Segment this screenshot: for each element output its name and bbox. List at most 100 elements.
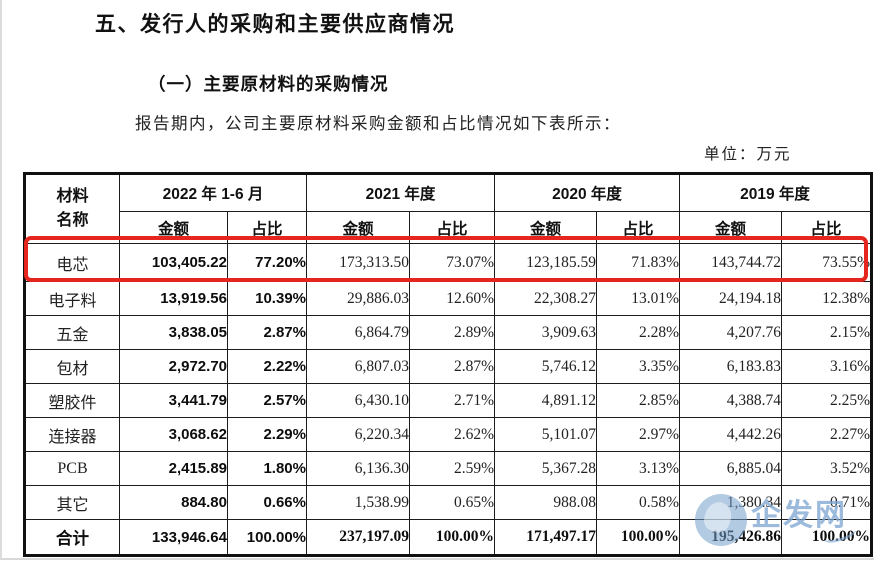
amount-cell: 2,415.89 (119, 451, 228, 486)
amount-cell: 173,313.50 (306, 243, 410, 282)
ratio-cell: 12.38% (781, 281, 873, 316)
table-row: 电芯 103,405.22 77.20% 173,313.50 73.07% 123,18… (24, 243, 873, 282)
period-header-2022: 2022 年 1-6 月 (119, 173, 307, 212)
amount-cell: 5,367.28 (494, 451, 598, 486)
table-row: 其它 884.80 0.66% 1,538.99 0.65% 988.08 0.58% 1,3… (24, 485, 873, 520)
amount-cell: 123,185.59 (494, 243, 598, 282)
table-row: 五金 3,838.05 2.87% 6,864.79 2.89% 3,909.63 2.28… (24, 315, 873, 350)
ratio-subheader: 占比 (227, 211, 307, 244)
ratio-subheader: 占比 (781, 211, 873, 244)
unit-label: 单位：万元 (704, 146, 792, 163)
ratio-cell: 2.27% (781, 417, 873, 452)
amount-cell: 237,197.09 (306, 519, 410, 556)
ratio-cell: 2.57% (227, 383, 307, 418)
period-header-2021: 2021 年度 (305, 173, 496, 212)
table-row: 包材 2,972.70 2.22% 6,807.03 2.87% 5,746.12 3.35… (24, 349, 873, 384)
table-row: 连接器 3,068.62 2.29% 6,220.34 2.62% 5,101.07 2.9… (24, 417, 873, 452)
material-name-cell: 电子料 (24, 281, 120, 316)
amount-subheader: 金额 (494, 211, 598, 244)
table-row: 电子料 13,919.56 10.39% 29,886.03 12.60% 22,308.… (24, 281, 873, 316)
material-name-cell: 连接器 (24, 417, 120, 452)
ratio-cell: 12.60% (408, 281, 496, 316)
intro-text: 报告期内，公司主要原材料采购金额和占比情况如下表所示： (135, 114, 621, 133)
ratio-cell: 10.39% (227, 281, 307, 316)
ratio-cell: 2.87% (227, 315, 307, 350)
table-row: PCB 2,415.89 1.80% 6,136.30 2.59% 5,367.28 3.1… (24, 451, 873, 486)
ratio-cell: 2.87% (408, 349, 496, 384)
ratio-cell: 73.07% (408, 243, 496, 282)
ratio-cell: 2.71% (408, 383, 496, 418)
amount-cell: 1,380.34 (679, 485, 783, 520)
amount-subheader: 金额 (679, 211, 783, 244)
ratio-cell: 13.01% (596, 281, 681, 316)
amount-cell: 5,101.07 (494, 417, 598, 452)
material-name-cell: 塑胶件 (24, 383, 120, 418)
amount-cell: 4,207.76 (679, 315, 783, 350)
amount-cell: 3,441.79 (119, 383, 228, 418)
table-header-periods: 材料 名称 2022 年 1-6 月 2021 年度 2020 年度 2019 … (24, 173, 873, 244)
ratio-cell: 3.35% (596, 349, 681, 384)
amount-cell: 143,744.72 (679, 243, 783, 282)
amount-subheader: 金额 (306, 211, 410, 244)
ratio-cell: 71.83% (596, 243, 681, 282)
ratio-cell: 1.80% (227, 451, 307, 486)
material-name-cell: 电芯 (24, 243, 120, 282)
amount-cell: 6,183.83 (679, 349, 783, 384)
amount-cell: 4,442.26 (679, 417, 783, 452)
ratio-cell: 100.00% (596, 519, 681, 556)
table-header-subcolumns: 金额 占比 金额 占比 金额 占比 金额 占比 (25, 211, 873, 244)
section-title: 五、发行人的采购和主要供应商情况 (95, 13, 455, 36)
ratio-cell: 3.16% (781, 349, 873, 384)
amount-cell: 195,426.86 (679, 519, 783, 556)
amount-cell: 24,194.18 (679, 281, 783, 316)
amount-cell: 5,746.12 (494, 349, 598, 384)
ratio-cell: 100.00% (227, 519, 307, 556)
material-name-cell: 其它 (24, 485, 120, 520)
ratio-cell: 2.29% (227, 417, 307, 452)
amount-cell: 6,864.79 (306, 315, 410, 350)
ratio-cell: 0.71% (781, 485, 873, 520)
ratio-subheader: 占比 (596, 211, 681, 244)
ratio-cell: 2.25% (781, 383, 873, 418)
materials-purchase-table: 材料 名称 2022 年 1-6 月 2021 年度 2020 年度 2019 … (23, 172, 874, 557)
ratio-cell: 3.13% (596, 451, 681, 486)
amount-cell: 3,068.62 (119, 417, 228, 452)
amount-cell: 3,838.05 (119, 315, 228, 350)
amount-cell: 133,946.64 (119, 519, 228, 556)
table-row: 塑胶件 3,441.79 2.57% 6,430.10 2.71% 4,891.12 2.8… (24, 383, 873, 418)
ratio-cell: 2.28% (596, 315, 681, 350)
ratio-subheader: 占比 (408, 211, 496, 244)
amount-cell: 22,308.27 (494, 281, 598, 316)
material-header-line1: 材料 (56, 188, 89, 205)
amount-cell: 6,136.30 (306, 451, 410, 486)
period-header-2019: 2019 年度 (679, 173, 873, 212)
table-row-total: 合计 133,946.64 100.00% 237,197.09 100.00% 171,… (24, 519, 873, 556)
amount-cell: 103,405.22 (119, 243, 228, 282)
amount-cell: 988.08 (494, 485, 598, 520)
material-name-cell: 合计 (24, 519, 120, 556)
amount-cell: 29,886.03 (306, 281, 410, 316)
table-body: 电芯 103,405.22 77.20% 173,313.50 73.07% 123,18… (24, 243, 873, 556)
amount-cell: 6,430.10 (306, 383, 410, 418)
amount-cell: 4,891.12 (494, 383, 598, 418)
period-header-2020: 2020 年度 (494, 173, 681, 212)
ratio-cell: 3.52% (781, 451, 873, 486)
ratio-cell: 0.58% (596, 485, 681, 520)
ratio-cell: 2.22% (227, 349, 307, 384)
amount-cell: 171,497.17 (494, 519, 598, 556)
ratio-cell: 100.00% (408, 519, 496, 556)
ratio-cell: 77.20% (227, 243, 307, 282)
ratio-cell: 2.59% (408, 451, 496, 486)
material-name-cell: 包材 (24, 349, 120, 384)
amount-cell: 6,220.34 (306, 417, 410, 452)
ratio-cell: 2.97% (596, 417, 681, 452)
amount-cell: 2,972.70 (119, 349, 228, 384)
ratio-cell: 2.62% (408, 417, 496, 452)
amount-cell: 13,919.56 (119, 281, 228, 316)
ratio-cell: 0.66% (227, 485, 307, 520)
ratio-cell: 2.85% (596, 383, 681, 418)
amount-cell: 4,388.74 (679, 383, 783, 418)
amount-subheader: 金额 (119, 211, 228, 244)
ratio-cell: 73.55% (781, 243, 873, 282)
material-header-line2: 名称 (56, 212, 89, 229)
